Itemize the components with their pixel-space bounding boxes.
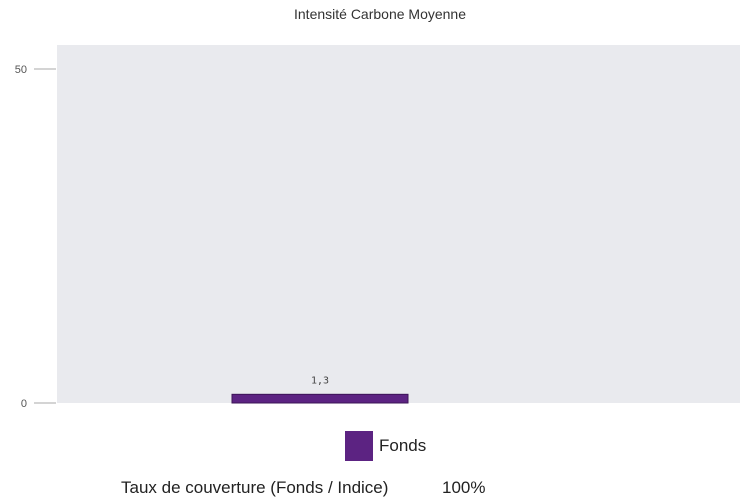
legend-label-fonds: Fonds [379, 436, 427, 455]
coverage-value: 100% [442, 478, 486, 497]
plot-area [57, 45, 740, 403]
bar-chart: 0 50 1,3 [15, 45, 740, 410]
legend: Fonds [345, 431, 426, 461]
chart-title: Intensité Carbone Moyenne [294, 6, 466, 22]
y-tick-label-1: 50 [15, 64, 27, 76]
data-label-0-0: 1,3 [311, 375, 329, 386]
legend-swatch-fonds [345, 431, 373, 461]
y-tick-label-0: 0 [21, 398, 27, 410]
coverage-label: Taux de couverture (Fonds / Indice) [121, 478, 389, 497]
coverage-row: Taux de couverture (Fonds / Indice) 100% [121, 478, 485, 498]
bar-0-0 [231, 393, 409, 404]
